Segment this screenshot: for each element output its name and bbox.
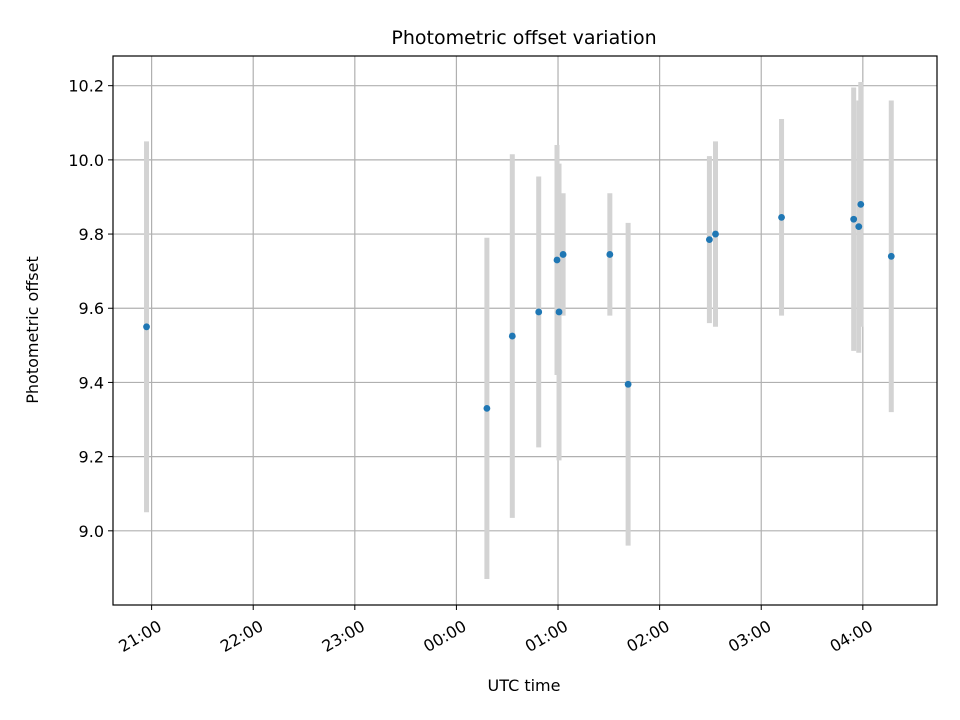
data-point — [508, 332, 516, 340]
data-point — [624, 380, 632, 388]
x-tick-label: 22:00 — [217, 616, 266, 656]
error-bars — [144, 81, 894, 580]
plot-frame — [112, 55, 938, 606]
y-axis-ticks: 9.0 9.2 9.4 9.6 9.8 10.0 10.2 — [68, 77, 113, 541]
data-point — [855, 223, 863, 231]
data-point — [483, 404, 491, 412]
data-point — [778, 213, 785, 221]
y-tick-label: 9.4 — [79, 373, 104, 392]
y-tick-label: 10.0 — [68, 151, 104, 170]
x-axis-ticks: 21:00 22:00 23:00 00:00 01:00 02:00 03:00 04:00 — [115, 605, 876, 656]
x-tick-label: 23:00 — [319, 616, 368, 656]
chart-title: Photometric offset variation — [391, 27, 656, 49]
x-tick-label: 02:00 — [623, 616, 672, 656]
y-axis-label: Photometric offset — [23, 256, 42, 404]
grid-lines — [113, 56, 937, 605]
y-tick-label: 9.2 — [79, 448, 104, 467]
data-point — [555, 308, 563, 316]
y-tick-label: 9.0 — [79, 522, 104, 541]
data-point — [887, 252, 895, 260]
data-point — [712, 230, 719, 238]
x-axis-label: UTC time — [488, 676, 561, 695]
y-tick-label: 10.2 — [68, 77, 104, 96]
data-points — [143, 200, 895, 412]
data-point — [857, 200, 865, 208]
data-point — [706, 236, 713, 244]
y-tick-label: 9.8 — [79, 225, 104, 244]
x-tick-label: 03:00 — [725, 616, 774, 656]
x-tick-label: 01:00 — [522, 616, 571, 656]
data-point — [559, 251, 567, 258]
data-point — [535, 308, 543, 316]
data-point — [143, 323, 150, 331]
x-tick-label: 21:00 — [115, 616, 164, 656]
data-point — [606, 251, 614, 258]
data-point — [850, 215, 858, 223]
data-point — [553, 256, 561, 264]
x-tick-label: 00:00 — [420, 616, 469, 656]
y-tick-label: 9.6 — [79, 299, 104, 318]
x-tick-label: 04:00 — [827, 616, 876, 656]
